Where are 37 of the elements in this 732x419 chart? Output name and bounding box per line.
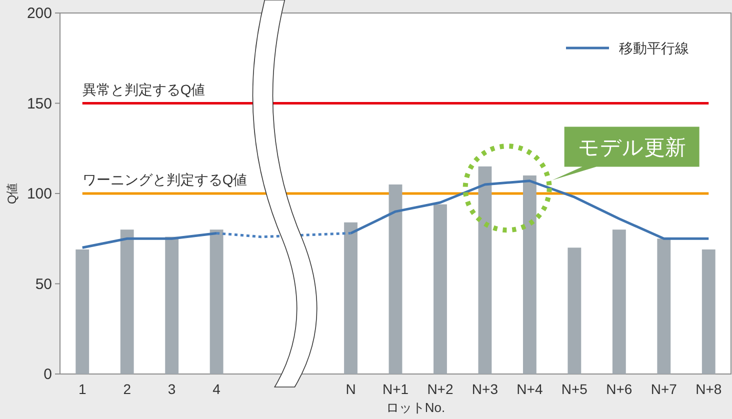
x-tick-label: 1 bbox=[78, 381, 86, 397]
bar bbox=[612, 230, 626, 374]
x-tick-label: 2 bbox=[123, 381, 132, 397]
x-tick-label: N+8 bbox=[696, 381, 722, 397]
x-tick-label: N+3 bbox=[472, 381, 498, 397]
y-axis-title: Q値 bbox=[5, 182, 19, 204]
bar bbox=[76, 249, 90, 374]
y-tick-label: 100 bbox=[26, 186, 52, 202]
x-tick-label: N bbox=[346, 381, 356, 397]
bar bbox=[434, 204, 447, 374]
legend-label: 移動平行線 bbox=[619, 40, 689, 56]
bar bbox=[210, 230, 224, 374]
bar bbox=[165, 236, 179, 374]
x-tick-label: N+1 bbox=[382, 381, 409, 397]
annotation: モデル更新 bbox=[578, 136, 686, 160]
x-axis-title: ロットNo. bbox=[386, 400, 446, 415]
x-tick-label: N+7 bbox=[650, 381, 678, 397]
x-tick-label: 3 bbox=[168, 381, 176, 397]
bar bbox=[568, 248, 582, 374]
x-tick-label: N+6 bbox=[606, 381, 632, 397]
bar bbox=[657, 238, 671, 374]
x-tick-label: N+2 bbox=[427, 381, 454, 397]
bar bbox=[120, 230, 134, 374]
ref-line-label: 異常と判定するQ値 bbox=[82, 81, 206, 98]
x-tick-label: N+5 bbox=[561, 381, 588, 397]
y-tick-label: 50 bbox=[35, 276, 52, 293]
y-tick-label: 200 bbox=[26, 5, 52, 22]
bar bbox=[702, 249, 716, 374]
bar bbox=[478, 166, 492, 374]
y-tick-label: 0 bbox=[44, 366, 52, 383]
ref-line-label: ワーニングと判定するQ値 bbox=[82, 172, 248, 188]
bar bbox=[344, 222, 358, 374]
bar bbox=[388, 184, 402, 374]
x-tick-label: N+4 bbox=[516, 381, 543, 397]
x-tick-label: 4 bbox=[212, 381, 221, 397]
bar bbox=[522, 175, 536, 374]
y-tick-label: 150 bbox=[26, 95, 52, 112]
